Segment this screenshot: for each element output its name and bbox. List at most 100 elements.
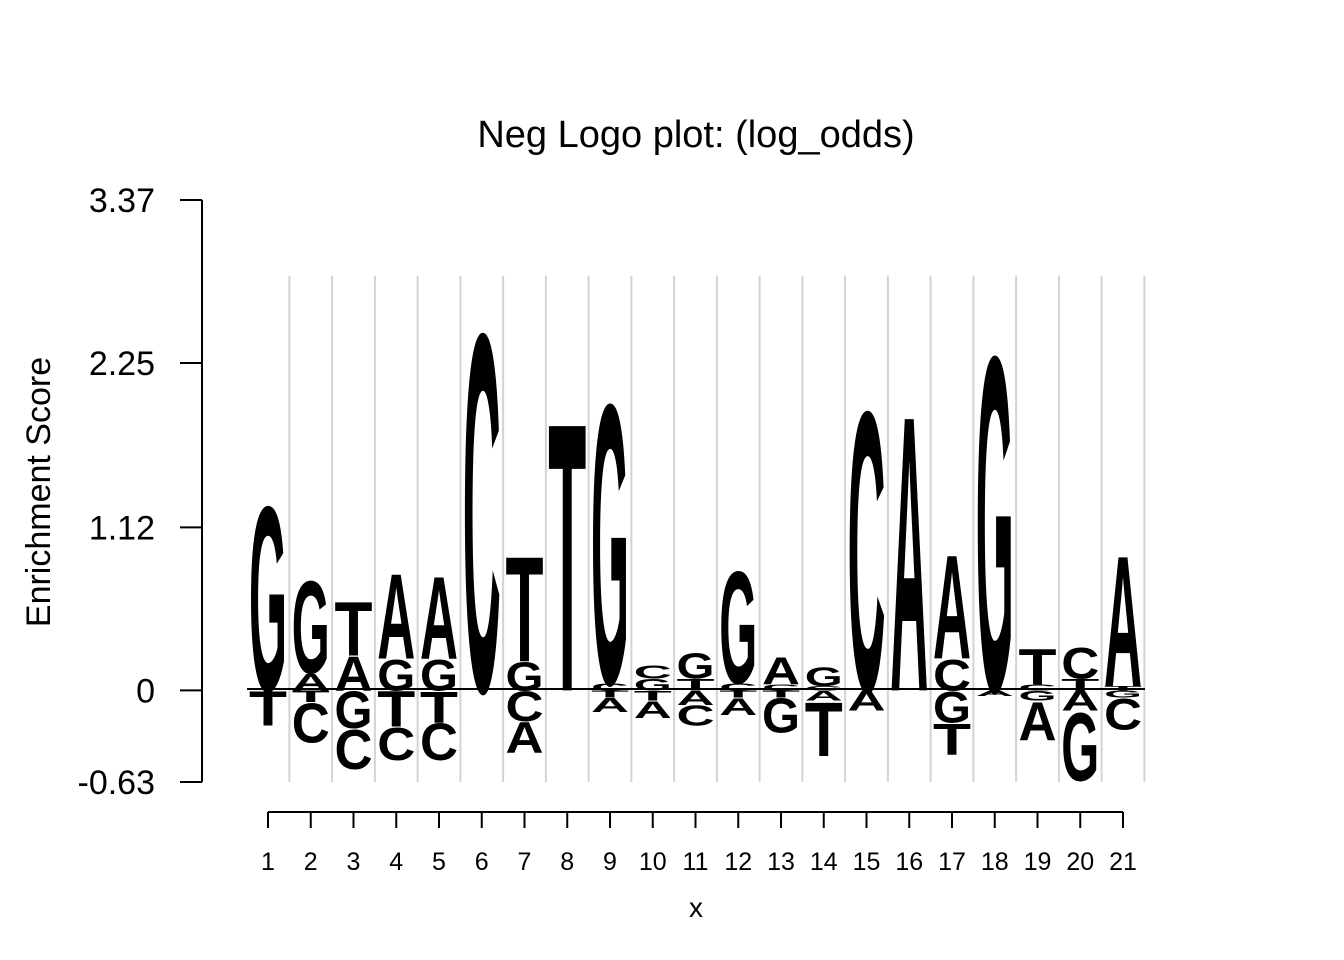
logo-letter-c: C <box>1061 639 1099 688</box>
x-tick-label: 3 <box>347 848 361 876</box>
x-tick-label: 20 <box>1066 848 1094 876</box>
svg-text:C: C <box>292 691 330 755</box>
svg-text:C: C <box>1104 690 1142 739</box>
svg-text:T: T <box>377 682 415 738</box>
x-tick-label: 9 <box>603 848 617 876</box>
svg-text:A: A <box>933 524 971 691</box>
logo-letter-g: G <box>420 650 458 700</box>
svg-text:G: G <box>377 650 415 700</box>
svg-text:T: T <box>933 715 971 765</box>
svg-text:C: C <box>1019 683 1057 692</box>
svg-text:G: G <box>420 650 458 700</box>
svg-text:T: T <box>634 688 673 704</box>
x-tick-label: 7 <box>518 848 532 876</box>
svg-text:G: G <box>933 682 971 732</box>
logo-letter-a: A <box>847 685 885 717</box>
svg-text:T: T <box>805 686 843 772</box>
logo-letter-a: A <box>591 694 629 716</box>
logo-letter-t: T <box>634 688 673 704</box>
x-tick-label: 12 <box>724 848 752 876</box>
svg-text:C: C <box>463 227 501 800</box>
svg-text:C: C <box>591 681 629 692</box>
y-axis-label: Enrichment Score <box>20 357 58 627</box>
logo-letter-c: C <box>292 691 330 755</box>
logo-letter-g: G <box>1104 689 1142 700</box>
logo-letter-c: C <box>377 718 415 771</box>
logo-letter-g: G <box>1019 687 1057 703</box>
x-tick-label: 19 <box>1024 848 1052 876</box>
logo-letter-g: G <box>506 653 544 699</box>
svg-text:A: A <box>890 333 928 775</box>
logo-letter-a: A <box>762 649 800 692</box>
svg-text:G: G <box>591 322 629 768</box>
logo-letter-a: A <box>292 668 330 695</box>
x-tick-label: 4 <box>389 848 403 876</box>
svg-text:T: T <box>292 687 330 705</box>
svg-text:C: C <box>334 717 372 781</box>
svg-text:C: C <box>420 713 458 772</box>
x-tick-label: 14 <box>810 848 838 876</box>
svg-text:C: C <box>933 651 971 700</box>
logo-letter-g: G <box>933 682 971 732</box>
svg-text:T: T <box>1019 640 1057 696</box>
svg-text:G: G <box>292 555 330 702</box>
svg-text:A: A <box>292 668 330 695</box>
svg-text:A: A <box>591 694 629 716</box>
svg-text:G: G <box>1061 693 1099 802</box>
logo-letter-c: C <box>591 681 629 692</box>
svg-text:A: A <box>976 689 1014 698</box>
x-tick-label: 16 <box>895 848 923 876</box>
logo-letter-t: T <box>591 689 629 700</box>
logo-letter-c: C <box>334 717 372 781</box>
logo-letter-g: G <box>335 680 373 739</box>
logo-letter-t: T <box>805 686 843 772</box>
svg-text:G: G <box>1019 687 1057 703</box>
logo-letter-a: A <box>334 646 372 701</box>
logo-letter-t: T <box>420 683 458 733</box>
svg-text:G: G <box>762 690 800 744</box>
logo-letter-g: G <box>762 690 800 744</box>
svg-text:G: G <box>677 646 715 687</box>
logo-letter-a: A <box>976 689 1014 698</box>
logo-letter-a: A <box>420 552 458 684</box>
x-tick-label: 10 <box>639 848 667 876</box>
svg-text:G: G <box>249 453 287 748</box>
logo-letter-a: A <box>377 548 415 684</box>
logo-letter-c: C <box>505 683 543 730</box>
svg-text:T: T <box>548 344 586 773</box>
svg-text:C: C <box>719 681 757 692</box>
svg-text:G: G <box>335 680 373 739</box>
svg-text:G: G <box>805 662 843 692</box>
x-tick-label: 11 <box>683 848 709 876</box>
svg-text:C: C <box>505 683 543 730</box>
y-tick-label: 0 <box>136 672 155 710</box>
logo-letter-a: A <box>634 696 672 723</box>
y-tick-label: 3.37 <box>89 182 155 220</box>
logo-letter-a: A <box>719 693 757 720</box>
x-tick-label: 17 <box>938 848 966 876</box>
y-tick-label: 2.25 <box>89 345 155 383</box>
svg-text:A: A <box>505 714 543 763</box>
svg-text:C: C <box>676 700 714 732</box>
logo-letter-t: T <box>719 689 757 700</box>
logo-letter-t: T <box>1019 640 1057 696</box>
svg-text:T: T <box>719 689 757 700</box>
logo-letter-c: C <box>634 662 672 682</box>
chart-title: Neg Logo plot: (log_odds) <box>477 114 914 156</box>
svg-text:A: A <box>420 552 458 684</box>
svg-text:G: G <box>1104 689 1142 700</box>
svg-text:T: T <box>506 527 544 694</box>
y-tick-label: -0.63 <box>78 764 156 802</box>
logo-letter-a: A <box>677 687 715 709</box>
x-tick-label: 5 <box>432 848 446 876</box>
svg-text:A: A <box>677 687 715 709</box>
logo-letter-c: C <box>676 700 714 732</box>
x-tick-label: 1 <box>261 848 275 876</box>
svg-text:T: T <box>762 689 800 700</box>
logo-letter-t: T <box>335 586 373 672</box>
svg-text:A: A <box>805 688 843 704</box>
svg-text:A: A <box>1061 685 1099 717</box>
logo-letter-c: C <box>847 329 885 776</box>
logo-letter-a: A <box>933 524 971 691</box>
x-tick-label: 15 <box>853 848 881 876</box>
